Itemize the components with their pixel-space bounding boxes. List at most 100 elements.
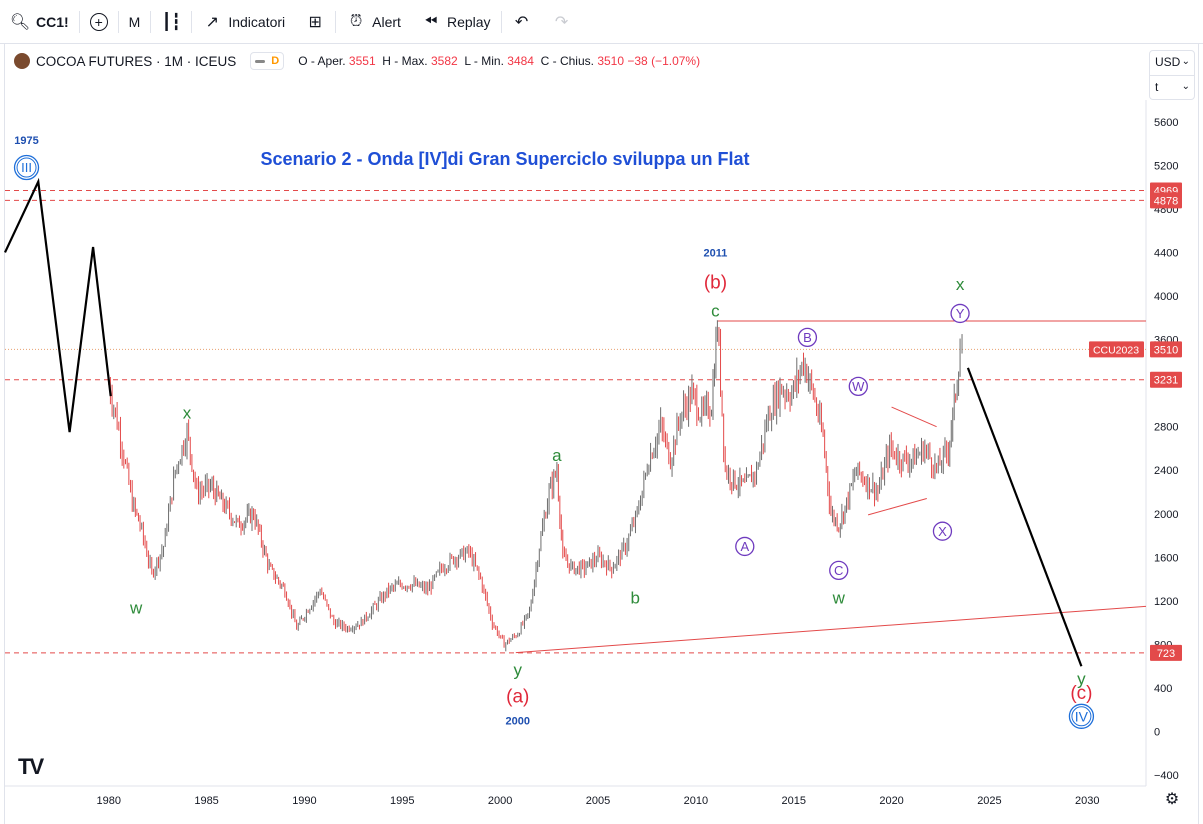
wave-label: A — [740, 539, 749, 554]
undo-button[interactable]: ↶ — [502, 0, 542, 44]
wave-label: 1975 — [14, 135, 38, 147]
elliott-wave-path — [4, 177, 112, 433]
y-tick-label: −400 — [1154, 770, 1179, 782]
y-tick-label: 5200 — [1154, 160, 1178, 172]
wave-label-circle — [1068, 703, 1095, 729]
delayed-badge: D — [271, 55, 280, 67]
wave-label: x — [956, 275, 965, 294]
wave-label: a — [552, 446, 562, 465]
redo-button[interactable]: ↷ — [542, 0, 582, 44]
projection-line — [966, 367, 1083, 667]
symbol-price-tag: CCU2023 — [1093, 344, 1139, 356]
y-tick-label: 1600 — [1154, 552, 1178, 564]
wave-label: y — [1077, 669, 1086, 688]
x-tick-label: 1990 — [292, 795, 316, 807]
currency-scale[interactable]: t ⌄ — [1150, 75, 1194, 100]
wave-label: (b) — [704, 273, 727, 294]
wave-label: W — [852, 379, 865, 394]
wave-label: IV — [1075, 708, 1089, 724]
x-tick-label: 2005 — [586, 795, 610, 807]
wave-label-circle — [735, 536, 755, 557]
collapse-icon — [255, 59, 266, 63]
currency-scale-label: t — [1155, 80, 1159, 94]
alarm-clock-icon: ⏰︎ — [349, 12, 363, 30]
wave-label-inner-circle — [16, 157, 37, 178]
level-price-label-bg — [1150, 192, 1182, 209]
currency-unit-label: USD — [1155, 55, 1181, 69]
wave-label: 2000 — [506, 716, 530, 728]
wave-label: c — [711, 301, 720, 320]
indicators-icon: ↗ — [205, 13, 220, 31]
currency-unit[interactable]: USD ⌄ — [1150, 51, 1194, 75]
bar-chart-icon: ┃┇ — [161, 13, 181, 31]
interval-button[interactable]: M — [119, 0, 151, 44]
settings-gear-icon[interactable]: ⚙ — [1164, 791, 1180, 808]
ohlc-values: O - Aper. 3551 H - Max. 3582 L - Min. 34… — [298, 54, 700, 68]
level-price-label-bg — [1150, 371, 1182, 388]
close-value: 3510 — [597, 54, 625, 68]
level-price-label: 4878 — [1154, 195, 1178, 207]
redo-icon: ↷ — [554, 13, 569, 31]
x-tick-label: 2025 — [977, 795, 1001, 807]
y-tick-label: 2000 — [1154, 509, 1178, 521]
toolbar-divider — [117, 10, 119, 33]
chart-frame — [4, 44, 1199, 824]
alert-button[interactable]: ⏰︎ Alert — [336, 0, 411, 44]
compare-button[interactable]: + — [80, 0, 118, 44]
top-toolbar: 🔍︎ CC1! + M ┃┇ ↗ Indicatori ⊞ ⏰︎ Alert ⏪… — [0, 0, 1203, 44]
symbol-name: CC1! — [36, 13, 69, 30]
chart-legend: COCOA FUTURES · 1M · ICEUS D O - Aper. 3… — [14, 52, 700, 70]
level-price-label: 3231 — [1154, 375, 1178, 387]
wave-label-circle — [13, 154, 40, 181]
symbol-logo-icon — [14, 53, 30, 69]
last-price-label-bg — [1150, 341, 1182, 358]
y-tick-label: 1200 — [1154, 596, 1178, 608]
open-label: O - Aper. — [298, 54, 346, 68]
chevron-down-icon: ⌄ — [1181, 56, 1190, 67]
x-tick-label: 2010 — [684, 795, 708, 807]
last-price-label: 3510 — [1154, 344, 1178, 356]
toolbar-divider — [150, 10, 152, 33]
chart-title: Scenario 2 - Onda [IV]di Gran Superciclo… — [260, 149, 749, 169]
x-tick-label: 2000 — [488, 795, 512, 807]
chart-type-button[interactable]: ┃┇ — [151, 0, 191, 44]
indicators-button[interactable]: ↗ Indicatori — [192, 0, 295, 44]
legend-toggle[interactable]: D — [250, 52, 285, 70]
symbol-search[interactable]: 🔍︎ CC1! — [0, 0, 79, 44]
x-tick-label: 1995 — [390, 795, 414, 807]
wave-label-circle — [829, 560, 849, 581]
currency-selector[interactable]: USD ⌄ t ⌄ — [1149, 50, 1195, 100]
level-price-label-bg — [1150, 644, 1182, 661]
low-label: L - Min. — [464, 54, 504, 68]
plus-circle-icon: + — [89, 12, 108, 31]
change-value: −38 (−1.07%) — [627, 54, 701, 68]
x-tick-label: 1985 — [194, 795, 218, 807]
x-tick-label: 2030 — [1075, 795, 1099, 807]
wave-label-circle — [797, 327, 818, 348]
templates-button[interactable]: ⊞ — [295, 0, 335, 44]
replay-button[interactable]: ⏪︎ Replay — [411, 0, 501, 44]
interval-label: M — [128, 13, 141, 30]
wave-label: w — [129, 599, 143, 618]
wave-label: 2011 — [703, 247, 727, 259]
x-tick-label: 2015 — [781, 795, 805, 807]
wave-label: w — [832, 589, 846, 608]
y-tick-label: 0 — [1154, 727, 1160, 739]
toolbar-divider — [78, 10, 80, 33]
wave-label: (a) — [506, 686, 529, 707]
open-value: 3551 — [348, 54, 376, 68]
triangle-upper-line — [891, 406, 937, 428]
wave-label-circle — [932, 521, 953, 541]
toolbar-divider — [335, 10, 337, 33]
wave-label: III — [21, 160, 32, 175]
level-price-label: 723 — [1157, 648, 1175, 660]
search-icon: 🔍︎ — [9, 13, 31, 31]
y-tick-label: 2400 — [1154, 465, 1178, 477]
indicators-label: Indicatori — [228, 13, 286, 30]
wave-label: y — [514, 661, 523, 680]
grid-icon: ⊞ — [308, 13, 322, 31]
rewind-icon: ⏪︎ — [424, 12, 438, 30]
y-tick-label: 5600 — [1154, 117, 1178, 129]
support-trendline — [515, 605, 1147, 654]
